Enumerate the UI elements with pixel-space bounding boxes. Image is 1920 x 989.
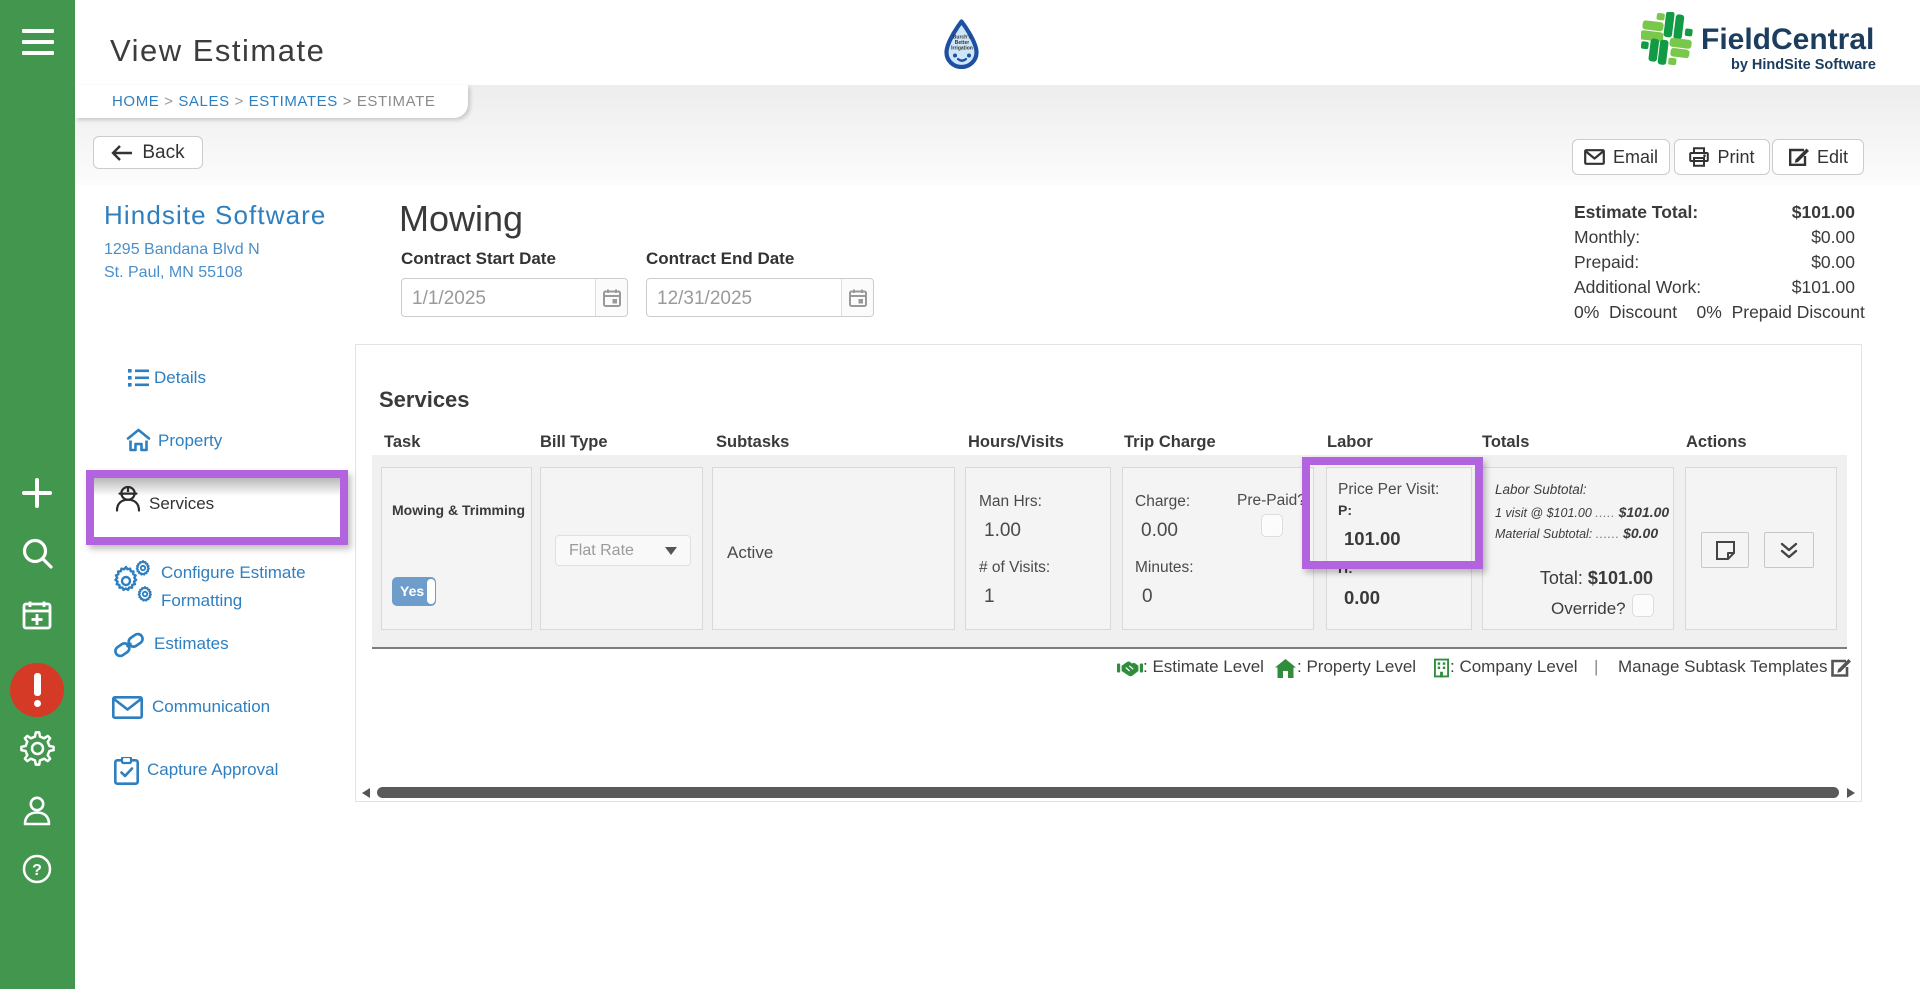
svg-text:Irrigation: Irrigation xyxy=(951,46,973,52)
svg-text:Burch's: Burch's xyxy=(953,35,972,41)
svg-text:Better: Better xyxy=(955,40,970,46)
svg-text:?: ? xyxy=(32,862,42,879)
